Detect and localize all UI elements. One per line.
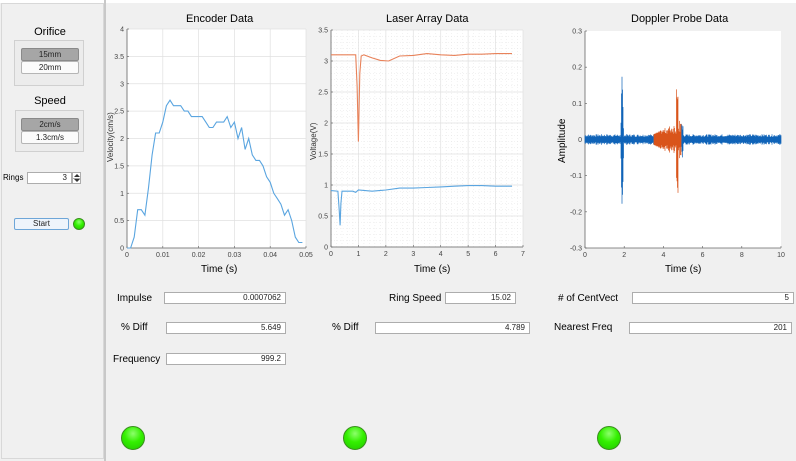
frequency-label: Frequency	[113, 354, 161, 365]
speed-1-3cms-button[interactable]: 1.3cm/s	[21, 131, 79, 144]
svg-text:4: 4	[661, 252, 665, 259]
svg-text:2.5: 2.5	[318, 90, 328, 97]
laser-chart: 0 1 2 3 4 5 6 7 0 0.5 1 1.5 2 2.5 3 3.5	[318, 28, 525, 259]
svg-text:1: 1	[356, 251, 360, 258]
svg-text:10: 10	[777, 252, 785, 259]
top-strip	[0, 0, 796, 3]
svg-text:0.01: 0.01	[156, 252, 170, 259]
svg-text:0.05: 0.05	[299, 252, 313, 259]
ring-speed-label: Ring Speed	[389, 293, 442, 304]
svg-text:8: 8	[740, 252, 744, 259]
laser-status-lamp	[343, 426, 367, 450]
svg-text:2: 2	[622, 252, 626, 259]
svg-text:2: 2	[120, 136, 124, 143]
svg-text:0.04: 0.04	[263, 252, 277, 259]
rings-spinner[interactable]	[72, 172, 81, 184]
doppler-status-lamp	[597, 426, 621, 450]
svg-text:0.3: 0.3	[572, 29, 582, 36]
encoder-chart-title: Encoder Data	[186, 13, 254, 25]
orifice-button-group: 15mm 20mm	[14, 40, 84, 86]
svg-text:0.5: 0.5	[318, 214, 328, 221]
svg-text:3: 3	[324, 59, 328, 66]
svg-text:0: 0	[583, 252, 587, 259]
svg-text:1: 1	[120, 191, 124, 198]
svg-text:5: 5	[466, 251, 470, 258]
doppler-chart-title: Doppler Probe Data	[631, 13, 729, 25]
svg-text:3: 3	[411, 251, 415, 258]
svg-text:4: 4	[120, 27, 124, 34]
rings-input[interactable]: 3	[27, 172, 72, 184]
laser-diff-field[interactable]: 4.789	[375, 322, 530, 334]
encoder-diff-field[interactable]: 5.649	[166, 322, 286, 334]
svg-text:3.5: 3.5	[318, 28, 328, 35]
laser-chart-title: Laser Array Data	[386, 13, 469, 25]
laser-xlabel: Time (s)	[414, 264, 451, 275]
centvect-field[interactable]: 5	[632, 292, 794, 304]
svg-text:-0.2: -0.2	[570, 209, 582, 216]
centvect-label: # of CentVect	[558, 293, 619, 304]
speed-button-group: 2cm/s 1.3cm/s	[15, 110, 84, 152]
frequency-field[interactable]: 999.2	[166, 353, 286, 365]
encoder-status-lamp	[121, 426, 145, 450]
encoder-chart: 0 0.01 0.02 0.03 0.04 0.05 0 0.5 1 1.5 2 2.5 3 3.5 4	[114, 27, 313, 260]
encoder-xlabel: Time (s)	[201, 264, 238, 275]
svg-text:0.2: 0.2	[572, 65, 582, 72]
svg-text:3: 3	[120, 81, 124, 88]
nearest-freq-label: Nearest Freq	[554, 322, 613, 333]
svg-text:0.03: 0.03	[228, 252, 242, 259]
rings-label: Rings	[3, 173, 24, 182]
svg-text:6: 6	[494, 251, 498, 258]
speed-2cms-button[interactable]: 2cm/s	[21, 118, 79, 131]
svg-text:2.5: 2.5	[114, 109, 124, 116]
svg-text:2: 2	[384, 251, 388, 258]
ring-speed-field[interactable]: 15.02	[445, 292, 516, 304]
nearest-freq-field[interactable]: 201	[629, 322, 792, 334]
orifice-15mm-button[interactable]: 15mm	[21, 48, 79, 61]
svg-text:3.5: 3.5	[114, 54, 124, 61]
svg-text:0: 0	[125, 252, 129, 259]
svg-text:1.5: 1.5	[114, 163, 124, 170]
svg-text:-0.1: -0.1	[570, 173, 582, 180]
svg-text:0.5: 0.5	[114, 218, 124, 225]
impulse-field[interactable]: 0.0007062	[164, 292, 286, 304]
svg-text:0: 0	[120, 246, 124, 253]
svg-text:2: 2	[324, 121, 328, 128]
laser-diff-label: % Diff	[332, 322, 359, 333]
orifice-title: Orifice	[34, 26, 66, 38]
svg-text:6: 6	[701, 252, 705, 259]
svg-text:4: 4	[439, 251, 443, 258]
impulse-label: Impulse	[117, 293, 153, 304]
speed-title: Speed	[34, 95, 66, 107]
doppler-xlabel: Time (s)	[665, 264, 702, 275]
spinner-divider	[73, 178, 80, 179]
svg-text:-0.3: -0.3	[570, 246, 582, 253]
orifice-20mm-button[interactable]: 20mm	[21, 61, 79, 74]
svg-text:1: 1	[324, 183, 328, 190]
start-button[interactable]: Start	[14, 218, 69, 230]
panel-divider	[104, 0, 106, 461]
svg-text:7: 7	[521, 251, 525, 258]
svg-text:0: 0	[578, 137, 582, 144]
spinner-up-icon[interactable]	[74, 174, 80, 177]
svg-text:0: 0	[329, 251, 333, 258]
encoder-diff-label: % Diff	[121, 322, 148, 333]
status-lamp	[73, 218, 85, 230]
doppler-chart: 0 2 4 6 8 10 -0.3 -0.2 -0.1 0 0.1 0.2 0.3	[570, 29, 785, 260]
svg-text:0: 0	[324, 245, 328, 252]
spinner-down-icon[interactable]	[74, 179, 80, 182]
svg-text:1.5: 1.5	[318, 152, 328, 159]
svg-text:0.02: 0.02	[192, 252, 206, 259]
svg-text:0.1: 0.1	[572, 101, 582, 108]
